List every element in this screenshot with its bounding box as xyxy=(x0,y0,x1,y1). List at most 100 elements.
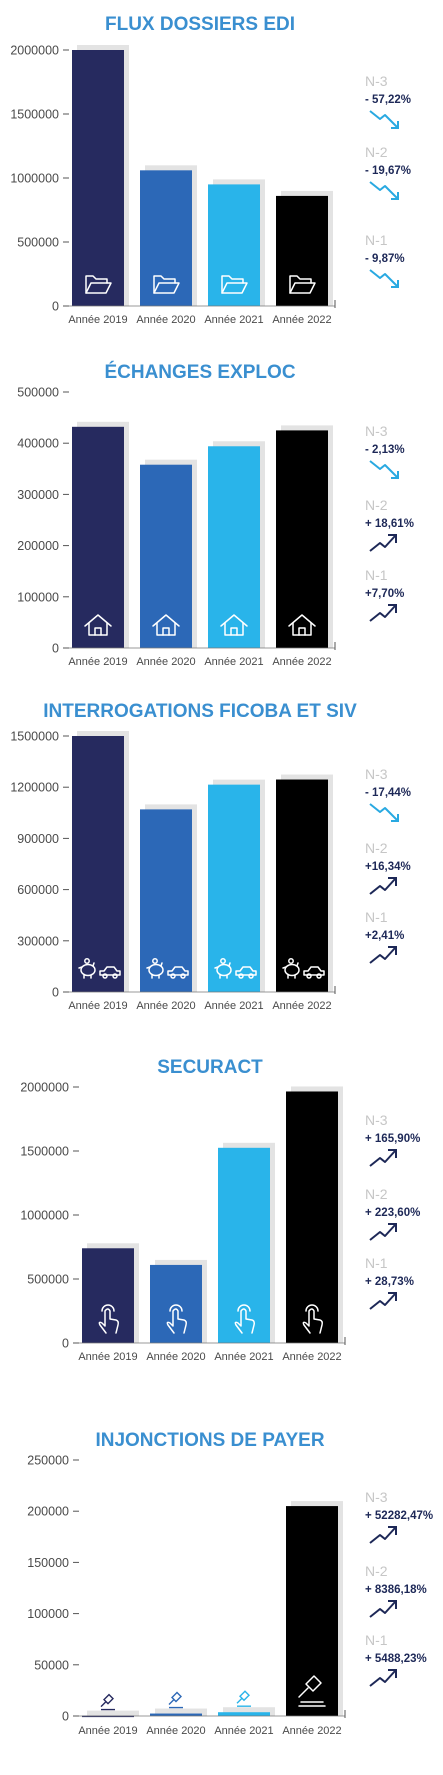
bar xyxy=(140,170,192,306)
trend-up-icon xyxy=(369,1526,397,1544)
x-tick-label: Année 2020 xyxy=(136,1000,195,1012)
house-icon xyxy=(84,614,112,636)
y-tick-label: 500000 xyxy=(27,1273,69,1287)
y-tick-label: 300000 xyxy=(17,488,59,502)
x-tick-label: Année 2019 xyxy=(78,1351,137,1363)
change-period-label: N-2 xyxy=(365,840,388,856)
y-tick-label: 300000 xyxy=(17,934,59,948)
bar xyxy=(276,430,328,648)
chart-panel: INJONCTIONS DE PAYER 0 50000 100000 150000 20… xyxy=(27,1430,433,1737)
y-tick-label: 0 xyxy=(62,1710,69,1724)
x-tick-label: Année 2019 xyxy=(68,1000,127,1012)
house-icon xyxy=(220,614,248,636)
y-tick-label: 100000 xyxy=(27,1607,69,1621)
x-tick-label: Année 2019 xyxy=(78,1725,137,1737)
change-period-label: N-1 xyxy=(365,909,388,925)
y-tick-label: 50000 xyxy=(34,1658,69,1672)
piggy-bank-car-icon xyxy=(78,958,121,979)
change-period-label: N-1 xyxy=(365,1632,388,1648)
change-period-label: N-2 xyxy=(365,1563,388,1579)
change-period-label: N-1 xyxy=(365,567,388,583)
bar xyxy=(140,464,192,648)
x-tick-label: Année 2020 xyxy=(136,656,195,668)
x-tick-label: Année 2022 xyxy=(282,1351,341,1363)
y-tick-label: 1500000 xyxy=(10,108,59,122)
y-tick-label: 500000 xyxy=(17,236,59,250)
bar xyxy=(208,184,260,306)
change-period-label: N-3 xyxy=(365,1112,388,1128)
change-percent: + 8386,18% xyxy=(365,1584,427,1596)
trend-up-icon xyxy=(369,877,397,895)
y-tick-label: 1000000 xyxy=(20,1209,69,1223)
change-percent: +2,41% xyxy=(365,930,404,942)
y-tick-label: 250000 xyxy=(27,1454,69,1468)
trend-up-icon xyxy=(369,946,397,964)
y-tick-label: 2000000 xyxy=(20,1081,69,1095)
bar xyxy=(218,1712,270,1716)
change-percent: + 165,90% xyxy=(365,1133,420,1145)
bar xyxy=(150,1713,202,1716)
gavel-icon xyxy=(236,1690,251,1707)
y-tick-label: 1200000 xyxy=(10,781,59,795)
chart-panel: INTERROGATIONS FICOBA ET SIV 0 300000 60000… xyxy=(10,701,411,1012)
x-tick-label: Année 2020 xyxy=(136,314,195,326)
trend-down-icon xyxy=(369,269,399,288)
folder-icon xyxy=(221,275,248,294)
change-percent: + 28,73% xyxy=(365,1276,414,1288)
trend-down-icon xyxy=(369,110,399,129)
y-tick-label: 500000 xyxy=(17,386,59,400)
chart-title: ÉCHANGES EXPLOC xyxy=(104,361,295,383)
change-percent: - 19,67% xyxy=(365,165,411,177)
y-tick-label: 900000 xyxy=(17,832,59,846)
bar xyxy=(286,1091,338,1343)
chart-title: INJONCTIONS DE PAYER xyxy=(95,1430,324,1451)
x-tick-label: Année 2019 xyxy=(68,656,127,668)
x-tick-label: Année 2020 xyxy=(146,1351,205,1363)
change-period-label: N-1 xyxy=(365,232,388,248)
change-percent: - 57,22% xyxy=(365,94,411,106)
trend-up-icon xyxy=(369,1292,397,1310)
bar-shadow xyxy=(155,1708,207,1716)
change-percent: - 17,44% xyxy=(365,787,411,799)
y-tick-label: 0 xyxy=(52,986,59,1000)
x-tick-label: Année 2021 xyxy=(214,1351,273,1363)
y-tick-label: 600000 xyxy=(17,883,59,897)
chart-panel: FLUX DOSSIERS EDI 0 500000 1000000 1500000 20… xyxy=(10,14,411,326)
folder-icon xyxy=(153,275,180,294)
y-tick-label: 0 xyxy=(62,1337,69,1351)
trend-up-icon xyxy=(369,1149,397,1167)
bar xyxy=(276,195,328,306)
folder-icon xyxy=(289,275,316,294)
trend-up-icon xyxy=(369,1600,397,1618)
chart-title: SECURACT xyxy=(157,1057,263,1078)
y-tick-label: 100000 xyxy=(17,590,59,604)
change-percent: +7,70% xyxy=(365,588,404,600)
bar xyxy=(208,784,260,992)
x-tick-label: Année 2021 xyxy=(204,314,263,326)
y-tick-label: 400000 xyxy=(17,437,59,451)
change-period-label: N-2 xyxy=(365,144,388,160)
piggy-bank-car-icon xyxy=(146,958,189,979)
pointing-hand-icon xyxy=(234,1304,255,1334)
y-tick-label: 1500000 xyxy=(10,730,59,744)
trend-down-icon xyxy=(369,181,399,200)
x-tick-label: Année 2022 xyxy=(272,314,331,326)
pointing-hand-icon xyxy=(166,1304,187,1334)
y-tick-label: 1500000 xyxy=(20,1145,69,1159)
change-percent: - 2,13% xyxy=(365,444,405,456)
change-percent: +16,34% xyxy=(365,861,411,873)
x-tick-label: Année 2021 xyxy=(204,656,263,668)
change-period-label: N-3 xyxy=(365,1489,388,1505)
x-tick-label: Année 2022 xyxy=(272,656,331,668)
y-tick-label: 0 xyxy=(52,642,59,656)
bar xyxy=(276,779,328,992)
bar xyxy=(218,1147,270,1343)
y-tick-label: 200000 xyxy=(27,1505,69,1519)
trend-down-icon xyxy=(369,460,399,479)
x-tick-label: Année 2019 xyxy=(68,314,127,326)
change-period-label: N-3 xyxy=(365,423,388,439)
trend-down-icon xyxy=(369,803,399,822)
bar xyxy=(82,1248,134,1343)
y-tick-label: 150000 xyxy=(27,1556,69,1570)
